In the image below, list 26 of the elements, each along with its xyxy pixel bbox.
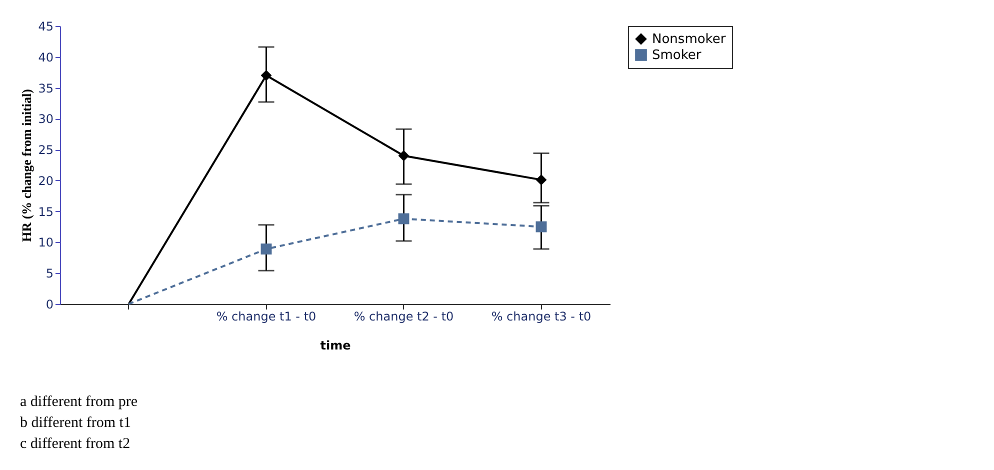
y-tick-label: 15 bbox=[38, 204, 54, 219]
x-axis-title: time bbox=[320, 338, 351, 352]
point bbox=[536, 174, 547, 186]
y-tick-label: 30 bbox=[38, 112, 54, 126]
text: c different from t2 bbox=[20, 435, 132, 454]
x-tick-label: % change t3 - t0 bbox=[491, 310, 592, 324]
x-tick-label: % change t2 - t0 bbox=[354, 310, 454, 324]
y-tick-label: 5 bbox=[46, 266, 54, 281]
y-tick-label: 35 bbox=[38, 81, 54, 96]
y-tick-label: 10 bbox=[38, 236, 54, 250]
y-tick-label: 40 bbox=[38, 50, 54, 64]
point bbox=[398, 150, 410, 162]
point bbox=[536, 221, 547, 232]
y-axis-title: HR (% change from initial) bbox=[19, 89, 34, 242]
text: a different from pre bbox=[20, 393, 138, 412]
x-tick-label: % change t1 - t0 bbox=[216, 310, 316, 324]
legend-label: Smoker bbox=[652, 48, 702, 63]
point bbox=[260, 70, 272, 81]
point bbox=[398, 213, 410, 224]
point bbox=[260, 244, 272, 254]
text: b different from t1 bbox=[20, 414, 132, 433]
y-tick-label: 45 bbox=[38, 20, 54, 34]
y-tick-label: 0 bbox=[46, 298, 54, 312]
legend-label: Nonsmoker bbox=[652, 32, 726, 47]
y-tick-label: 20 bbox=[38, 174, 54, 188]
y-tick-label: 25 bbox=[38, 143, 54, 158]
